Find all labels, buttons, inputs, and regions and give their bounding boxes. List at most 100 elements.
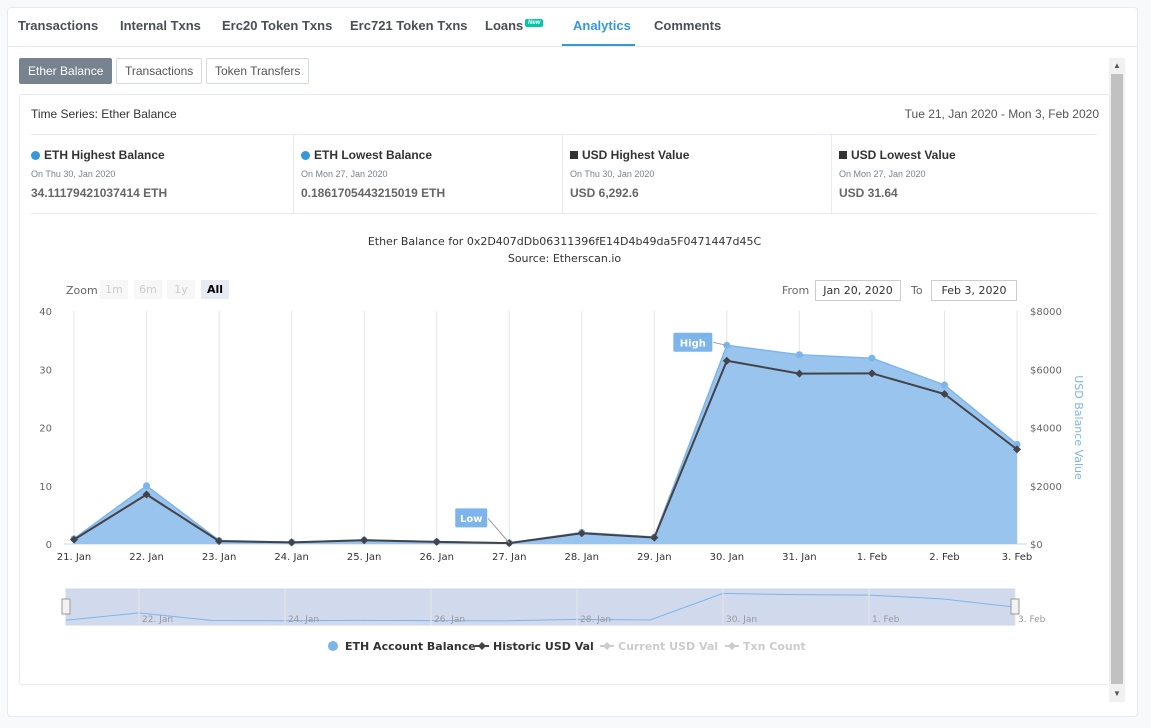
stat-usd-highest: USD Highest Value On Thu 30, Jan 2020 US… xyxy=(562,135,832,213)
legend-item-label[interactable]: Txn Count xyxy=(743,640,806,653)
subtab-transactions[interactable]: Transactions xyxy=(116,58,203,84)
x-tick-label: 31. Jan xyxy=(782,552,817,563)
ether-balance-chart: 0 10 20 30 40 $0 $2000 $4000 $6000 $8000 USD Balan… xyxy=(39,307,1085,653)
navigator-handle xyxy=(1010,598,1020,615)
chart-title: Ether Balance for 0x2D407dDb06311396fE14… xyxy=(367,235,762,248)
stat-title: USD Highest Value xyxy=(582,148,690,162)
stat-value: 34.11179421037414 ETH xyxy=(31,186,168,200)
y-left-tick-label: 30 xyxy=(39,365,52,376)
eth-balance-point xyxy=(868,354,876,362)
stats-row: ETH Highest Balance On Thu 30, Jan 2020 … xyxy=(31,134,1097,214)
annotation-connector xyxy=(712,341,727,346)
navigator-tick-label: 24. Jan xyxy=(288,615,319,625)
eth-balance-area xyxy=(74,345,1017,544)
x-tick-label: 2. Feb xyxy=(929,552,959,563)
annotation-flag xyxy=(454,507,489,529)
legend-symbol xyxy=(328,641,338,651)
stat-title: USD Lowest Value xyxy=(851,148,956,162)
annotation-flag xyxy=(672,331,714,353)
eth-balance-point xyxy=(940,381,948,389)
usd-value-point xyxy=(360,536,369,545)
subtab-ether-balance[interactable]: Ether Balance xyxy=(19,58,113,84)
legend-item-label[interactable]: ETH Account Balance xyxy=(345,640,476,653)
stat-value: USD 31.64 xyxy=(839,186,898,200)
navigator-tick-label: 26. Jan xyxy=(434,615,465,625)
navigator-tick-label: 22. Jan xyxy=(142,615,173,625)
usd-value-point xyxy=(867,369,876,378)
to-date-input[interactable]: Feb 3, 2020 xyxy=(931,280,1017,301)
y-left-tick-label: 40 xyxy=(39,307,52,318)
tab-comments[interactable]: Comments xyxy=(654,18,722,33)
navigator-tick-label: 1. Feb xyxy=(872,615,900,625)
usd-value-point xyxy=(70,535,78,544)
eth-balance-point xyxy=(143,482,151,490)
tab-internal-txns[interactable]: Internal Txns xyxy=(120,18,201,33)
to-label: To xyxy=(911,284,923,297)
usd-value-line xyxy=(73,359,1018,545)
tab-transactions[interactable]: Transactions xyxy=(18,18,99,33)
usd-value-point xyxy=(795,369,804,378)
navigator-tick-label: 28. Jan xyxy=(580,615,611,625)
y-left-tick-label: 10 xyxy=(39,482,52,493)
y-right-tick-label: $2000 xyxy=(1030,482,1062,493)
eth-balance-point xyxy=(795,351,803,359)
y-right-tick-label: $6000 xyxy=(1030,365,1062,376)
blue-dot-icon xyxy=(31,151,40,160)
dark-square-icon xyxy=(570,151,578,159)
zoom-1y-button[interactable]: 1y xyxy=(167,280,195,299)
usd-value-point xyxy=(287,538,296,547)
usd-value-point xyxy=(1013,445,1021,454)
y-left-tick-label: 0 xyxy=(46,540,52,551)
y-right-tick-label: $8000 xyxy=(1030,307,1062,318)
stat-eth-lowest: ETH Lowest Balance On Mon 27, Jan 2020 0… xyxy=(293,135,563,213)
x-tick-label: 24. Jan xyxy=(274,552,309,563)
stat-value: USD 6,292.6 xyxy=(570,186,639,200)
blue-dot-icon xyxy=(301,151,310,160)
zoom-1m-button[interactable]: 1m xyxy=(100,280,128,299)
legend-item-label[interactable]: Current USD Val xyxy=(618,640,718,653)
eth-balance-point xyxy=(1013,440,1021,448)
x-tick-label: 28. Jan xyxy=(565,552,600,563)
x-tick-label: 3. Feb xyxy=(1002,552,1032,563)
stat-date: On Mon 27, Jan 2020 xyxy=(301,169,388,179)
stat-date: On Thu 30, Jan 2020 xyxy=(31,169,116,179)
scroll-down-icon[interactable]: ▼ xyxy=(1113,689,1121,698)
from-label: From xyxy=(782,284,810,297)
legend-symbol-marker xyxy=(478,642,486,650)
x-tick-label: 23. Jan xyxy=(202,552,237,563)
stat-value: 0.1861705443215019 ETH xyxy=(301,186,446,200)
zoom-label: Zoom xyxy=(66,284,98,297)
scroll-up-icon[interactable]: ▲ xyxy=(1113,61,1121,70)
tab-erc20-token-txns[interactable]: Erc20 Token Txns xyxy=(222,18,333,33)
ether-balance-panel: Time Series: Ether Balance Tue 21, Jan 2… xyxy=(19,94,1110,685)
tab-loans[interactable]: Loans xyxy=(485,18,524,33)
scrollbar[interactable]: ▲ ▼ xyxy=(1109,58,1125,702)
annotation-connector xyxy=(487,517,510,544)
x-tick-label: 1. Feb xyxy=(857,552,887,563)
timeseries-range: Tue 21, Jan 2020 - Mon 3, Feb 2020 xyxy=(904,107,1099,121)
tab-bar: Transactions Internal Txns Erc20 Token T… xyxy=(8,8,1137,47)
usd-value-point xyxy=(432,537,441,546)
zoom-6m-button[interactable]: 6m xyxy=(134,280,162,299)
stat-title: ETH Lowest Balance xyxy=(314,148,433,162)
x-tick-label: 22. Jan xyxy=(129,552,164,563)
y-left-tick-label: 20 xyxy=(39,424,52,435)
usd-value-point xyxy=(722,356,731,365)
tab-erc721-token-txns[interactable]: Erc721 Token Txns xyxy=(350,18,468,33)
legend-symbol-marker xyxy=(728,642,736,650)
from-date-input[interactable]: Jan 20, 2020 xyxy=(815,280,901,301)
usd-value-point xyxy=(650,533,659,542)
usd-value-point xyxy=(142,490,151,499)
annotation-label: Low xyxy=(460,514,482,525)
navigator-tick-label: 3. Feb xyxy=(1018,615,1046,625)
chart-subtitle: Source: Etherscan.io xyxy=(507,252,622,265)
legend-item-label[interactable]: Historic USD Val xyxy=(493,640,594,653)
zoom-all-button[interactable]: All xyxy=(201,280,229,299)
usd-value-point xyxy=(577,529,586,538)
x-tick-label: 29. Jan xyxy=(637,552,672,563)
tab-analytics[interactable]: Analytics xyxy=(573,18,631,33)
scrollbar-thumb[interactable] xyxy=(1111,74,1123,684)
usd-value-point xyxy=(215,537,224,546)
subtab-token-transfers[interactable]: Token Transfers xyxy=(206,58,310,84)
x-tick-label: 21. Jan xyxy=(57,552,92,563)
